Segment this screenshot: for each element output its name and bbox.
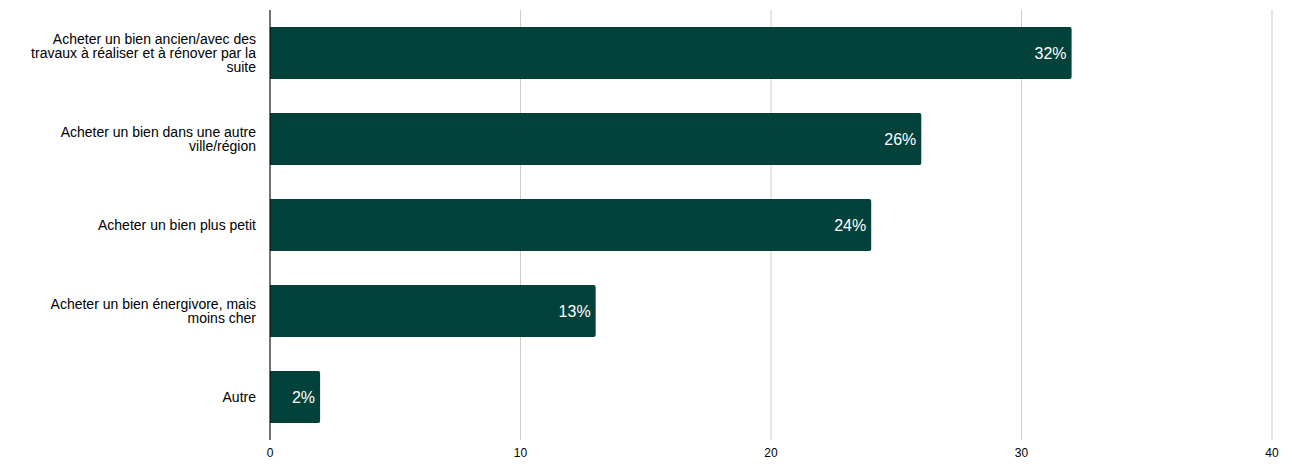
- svg-text:Acheter un bien plus petit: Acheter un bien plus petit: [98, 217, 256, 233]
- svg-text:Acheter un bien ancien/avec de: Acheter un bien ancien/avec destravaux à…: [31, 31, 256, 75]
- svg-text:13%: 13%: [559, 303, 591, 320]
- svg-text:Acheter un bien dans une autre: Acheter un bien dans une autreville/régi…: [61, 124, 257, 154]
- svg-text:32%: 32%: [1035, 45, 1067, 62]
- svg-text:20: 20: [764, 446, 778, 460]
- svg-text:Autre: Autre: [223, 389, 257, 405]
- svg-text:26%: 26%: [884, 131, 916, 148]
- svg-text:2%: 2%: [292, 389, 315, 406]
- svg-text:30: 30: [1015, 446, 1029, 460]
- svg-text:40: 40: [1265, 446, 1279, 460]
- svg-text:0: 0: [267, 446, 274, 460]
- svg-text:Acheter un bien énergivore, ma: Acheter un bien énergivore, maismoins ch…: [51, 296, 257, 326]
- svg-text:10: 10: [514, 446, 528, 460]
- svg-text:24%: 24%: [834, 217, 866, 234]
